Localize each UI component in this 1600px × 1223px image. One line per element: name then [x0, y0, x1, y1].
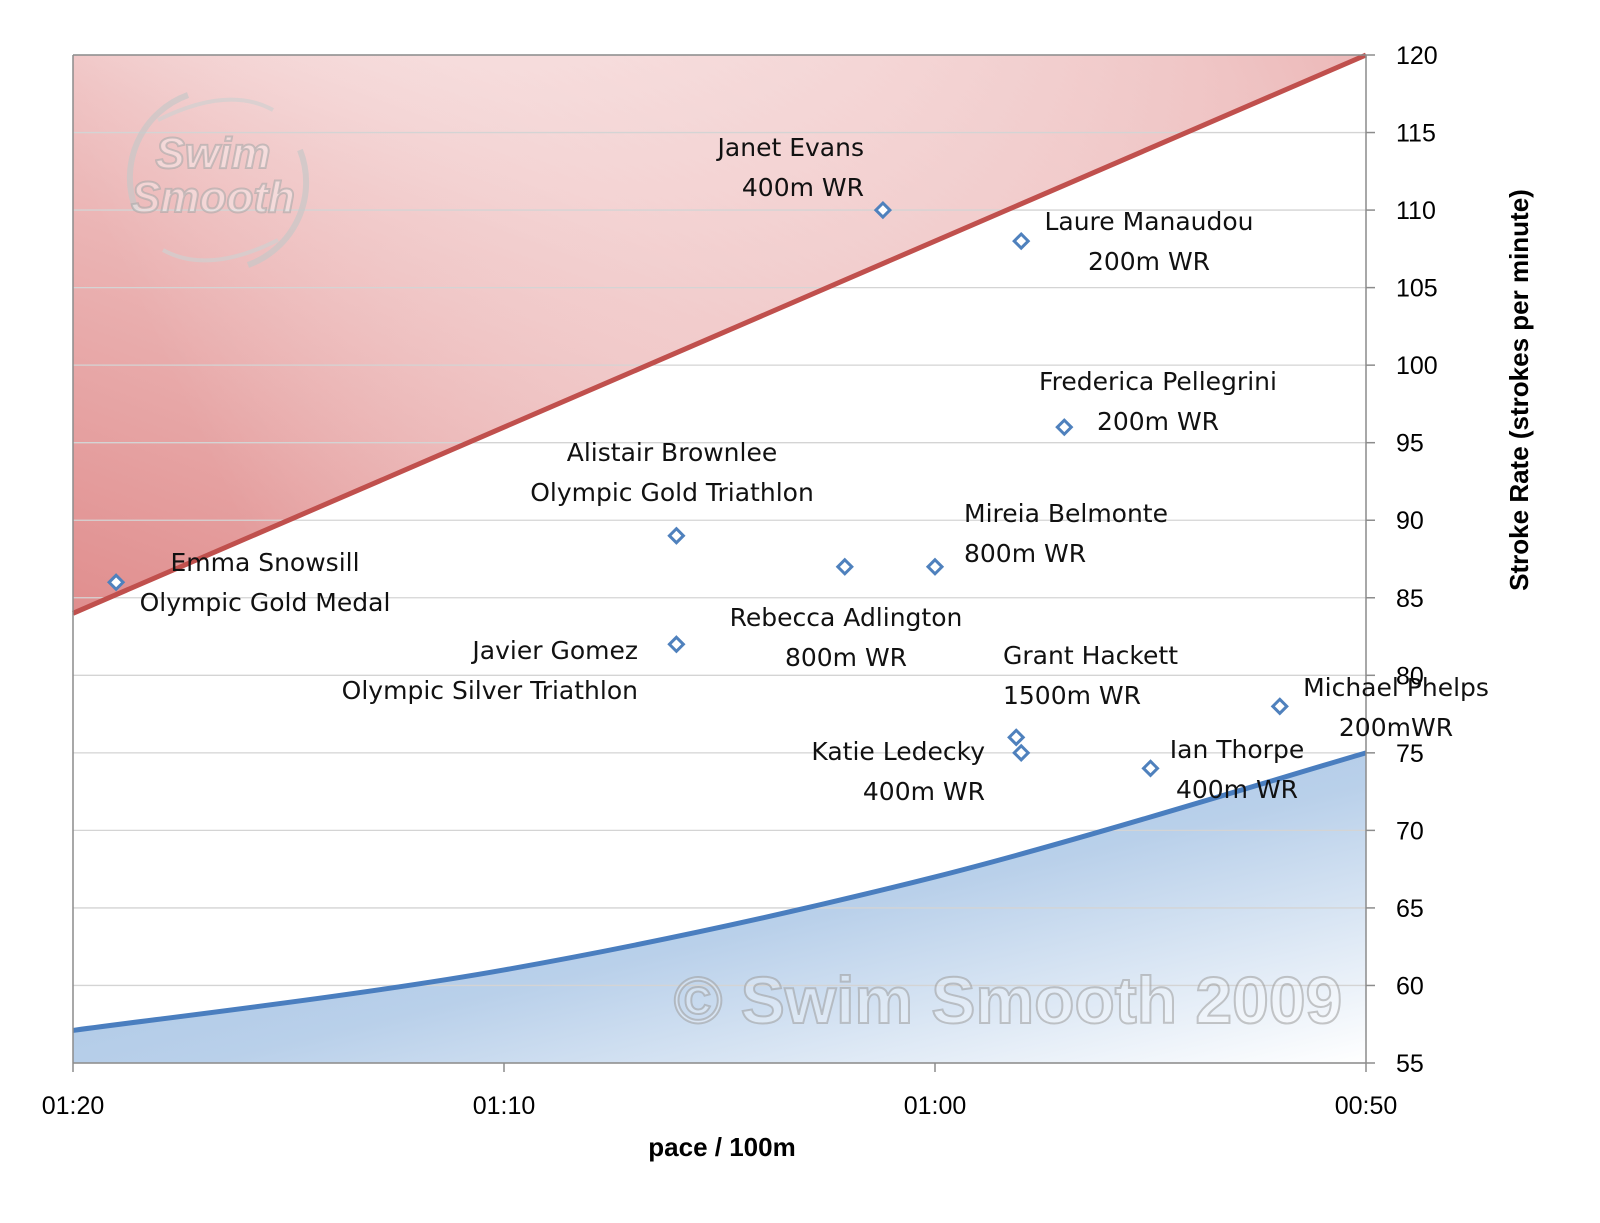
x-tick-label: 01:00 — [904, 1092, 967, 1120]
y-tick-label: 100 — [1396, 352, 1438, 380]
boundary-lines — [72, 52, 1367, 1033]
point-label-name: Frederica Pellegrini — [1039, 367, 1277, 396]
point-label-detail: 400m WR — [742, 173, 864, 202]
y-tick-label: 60 — [1396, 972, 1424, 1000]
data-point — [1270, 697, 1289, 716]
y-tick-label: 105 — [1396, 275, 1438, 303]
upper-boundary-line — [72, 52, 1367, 616]
y-tick-label: 90 — [1396, 507, 1424, 535]
point-labels: Emma Snowsill Olympic Gold Medal Alistair … — [140, 133, 1489, 806]
point-label-detail: Olympic Silver Triathlon — [342, 676, 638, 705]
x-tick-label: 01:20 — [42, 1092, 105, 1120]
y-tick-label: 70 — [1396, 817, 1424, 845]
point-label-detail: 400m WR — [863, 777, 985, 806]
logo-text-smooth: Smooth — [131, 173, 295, 222]
y-tick-label: 65 — [1396, 895, 1424, 923]
point-label-name: Emma Snowsill — [170, 548, 359, 577]
data-point — [1141, 759, 1160, 778]
point-label-name: Javier Gomez — [470, 636, 638, 665]
point-label-name: Janet Evans — [716, 133, 864, 162]
data-point — [1012, 231, 1031, 251]
lower-boundary-line — [72, 750, 1367, 1033]
swim-smooth-logo: Swim Smooth — [126, 92, 310, 268]
copyright-watermark: © Swim Smooth 2009 — [674, 963, 1342, 1037]
point-label-name: Grant Hackett — [1003, 641, 1178, 670]
y-tick-label: 115 — [1396, 120, 1436, 148]
data-point — [106, 573, 126, 592]
y-axis-title: Stroke Rate (strokes per minute) — [1504, 189, 1534, 591]
y-tick-label: 110 — [1396, 197, 1436, 225]
point-label-name: Laure Manaudou — [1044, 207, 1253, 236]
y-tick-label: 75 — [1396, 740, 1424, 768]
point-label-name: Rebecca Adlington — [730, 603, 963, 632]
x-tick-label: 00:50 — [1335, 1092, 1398, 1120]
point-label-name: Ian Thorpe — [1170, 735, 1304, 764]
y-tick-label: 120 — [1396, 42, 1438, 70]
point-label-detail: 800m WR — [964, 539, 1086, 568]
data-points — [106, 200, 1289, 778]
point-label-name: Michael Phelps — [1303, 673, 1489, 702]
point-label-detail: 800m WR — [785, 643, 907, 672]
point-label-detail: 200mWR — [1339, 713, 1453, 742]
point-label-detail: 1500m WR — [1003, 681, 1141, 710]
point-label-detail: 200m WR — [1088, 247, 1210, 276]
data-point — [1007, 728, 1026, 747]
data-point — [1012, 743, 1031, 762]
data-point — [667, 635, 686, 654]
data-point — [873, 200, 893, 220]
y-tick-label: 85 — [1396, 585, 1424, 613]
point-label-detail: Olympic Gold Triathlon — [530, 478, 814, 507]
x-axis-title: pace / 100m — [648, 1132, 795, 1162]
y-tick-label: 95 — [1396, 430, 1424, 458]
x-axis-ticks: 01:20 01:10 01:00 00:50 — [42, 1063, 1398, 1120]
plot-frame — [72, 54, 1367, 1064]
y-axis-ticks: 55 60 65 70 75 80 85 90 95 100 105 110 115 120 — [1366, 42, 1438, 1078]
data-point — [1055, 418, 1074, 437]
point-label-name: Mireia Belmonte — [964, 499, 1168, 528]
point-label-detail: Olympic Gold Medal — [140, 588, 391, 617]
y-tick-label: 55 — [1396, 1050, 1424, 1078]
data-point — [925, 557, 945, 576]
point-label-name: Alistair Brownlee — [567, 438, 778, 467]
point-label-detail: 200m WR — [1097, 407, 1219, 436]
logo-text-swim: Swim — [156, 129, 271, 178]
y-tick-label: 80 — [1396, 662, 1424, 690]
point-label-name: Katie Ledecky — [811, 737, 985, 766]
data-point — [835, 557, 854, 576]
x-tick-label: 01:10 — [473, 1092, 536, 1120]
point-label-detail: 400m WR — [1176, 775, 1298, 804]
data-point — [667, 526, 686, 545]
